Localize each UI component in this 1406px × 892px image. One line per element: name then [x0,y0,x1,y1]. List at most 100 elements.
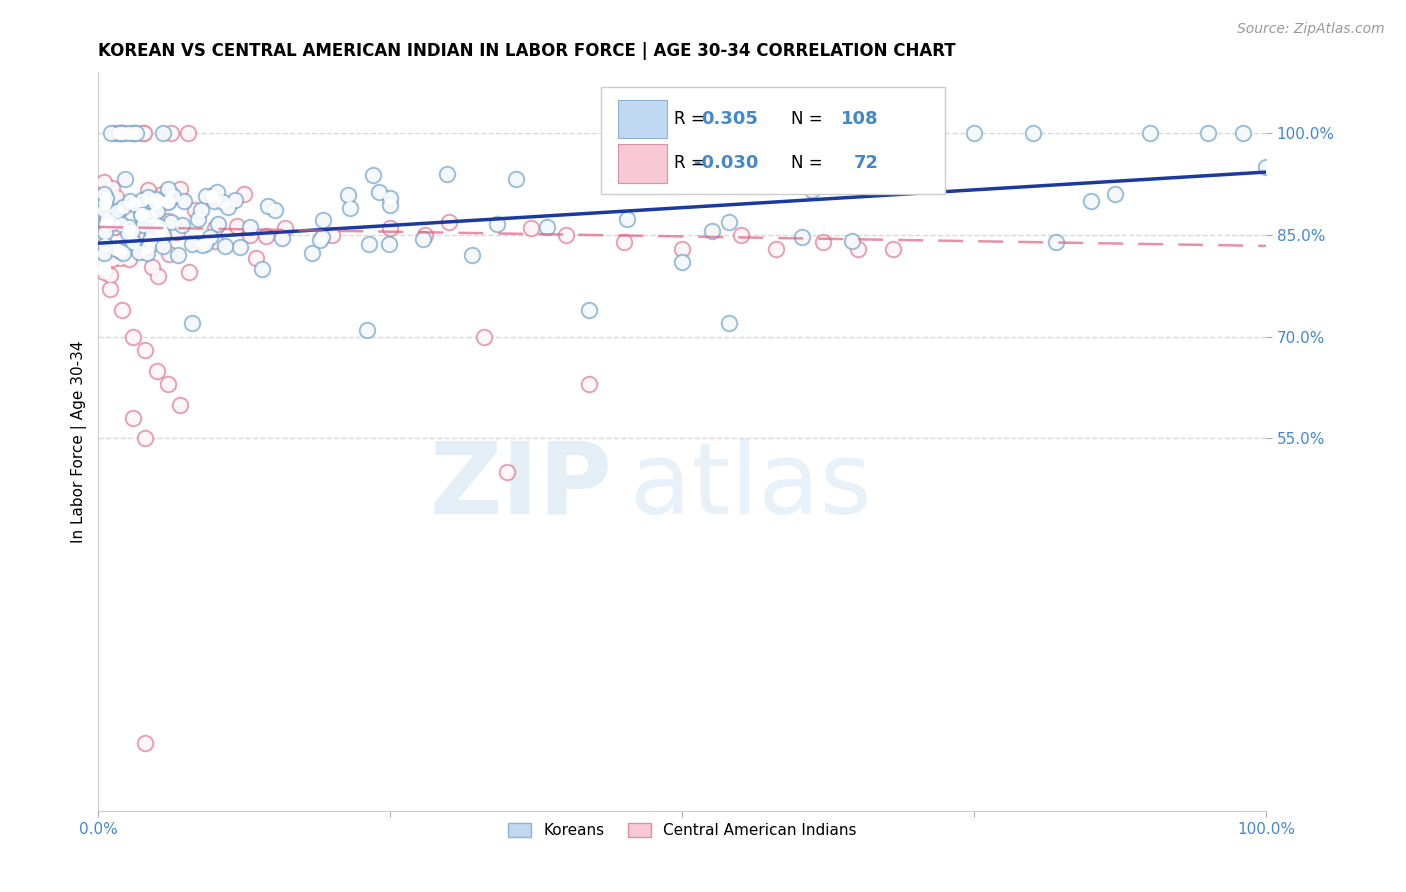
Point [730,228,752,243]
Point [301,246,323,260]
Point [152,186,174,201]
Point [717,215,740,229]
Point [100,127,122,141]
Point [128,244,150,259]
Point [93,195,115,210]
Point [202,194,225,209]
Point [93,261,115,276]
Point [811,235,834,249]
Point [198,230,221,244]
Point [141,227,163,242]
Point [111,302,134,317]
Point [578,302,600,317]
Point [143,195,166,210]
Point [321,228,343,243]
Point [801,184,824,198]
Point [134,736,156,750]
Point [841,235,863,249]
Point [105,203,128,218]
Point [136,240,159,254]
Point [117,227,139,241]
Point [472,330,495,344]
Point [111,127,134,141]
Point [108,251,131,265]
Point [578,377,600,392]
Point [136,240,159,254]
Point [846,242,869,256]
Point [505,172,527,186]
Point [117,219,139,234]
Point [145,215,167,229]
Point [96,217,118,231]
Point [157,214,180,228]
Point [554,228,576,243]
Point [194,189,217,203]
Point [337,188,360,202]
Point [801,184,824,198]
Point [337,188,360,202]
Point [148,219,170,234]
Point [790,230,813,244]
Point [311,229,333,244]
Point [117,219,139,234]
Point [367,185,389,199]
Point [790,230,813,244]
Point [150,224,173,238]
Point [108,218,131,232]
Text: 108: 108 [841,110,879,128]
Point [134,343,156,358]
Point [108,218,131,232]
Point [159,127,181,141]
Point [184,203,207,218]
Point [1139,127,1161,141]
Point [135,245,157,260]
Point [190,202,212,217]
Point [157,214,180,228]
Point [138,190,160,204]
Point [380,221,402,235]
Point [226,219,249,233]
Point [254,229,277,244]
Point [184,203,207,218]
Point [138,233,160,247]
Point [156,182,179,196]
Point [472,330,495,344]
Point [187,211,209,226]
Point [93,265,115,279]
Point [129,208,152,222]
Point [152,127,174,141]
Point [93,261,115,276]
Point [485,217,508,231]
Point [105,218,128,232]
Point [104,127,127,141]
Point [98,282,121,296]
Point [93,252,115,266]
Point [205,185,228,199]
Point [132,218,155,232]
Point [717,215,740,229]
Point [135,197,157,211]
Point [98,268,121,282]
Point [461,248,484,262]
Text: Source: ZipAtlas.com: Source: ZipAtlas.com [1237,22,1385,37]
Point [93,175,115,189]
Point [139,210,162,224]
Point [121,224,143,238]
Point [105,190,128,204]
Point [117,227,139,241]
Point [122,127,145,141]
Point [143,195,166,210]
Text: R =: R = [673,110,704,128]
Point [93,206,115,220]
Point [378,236,401,251]
Point [311,229,333,244]
Point [321,228,343,243]
Point [111,245,134,260]
Point [146,194,169,208]
Point [169,182,191,196]
Point [359,237,381,252]
Point [765,242,787,256]
Point [93,256,115,270]
Point [146,203,169,218]
Point [359,237,381,252]
